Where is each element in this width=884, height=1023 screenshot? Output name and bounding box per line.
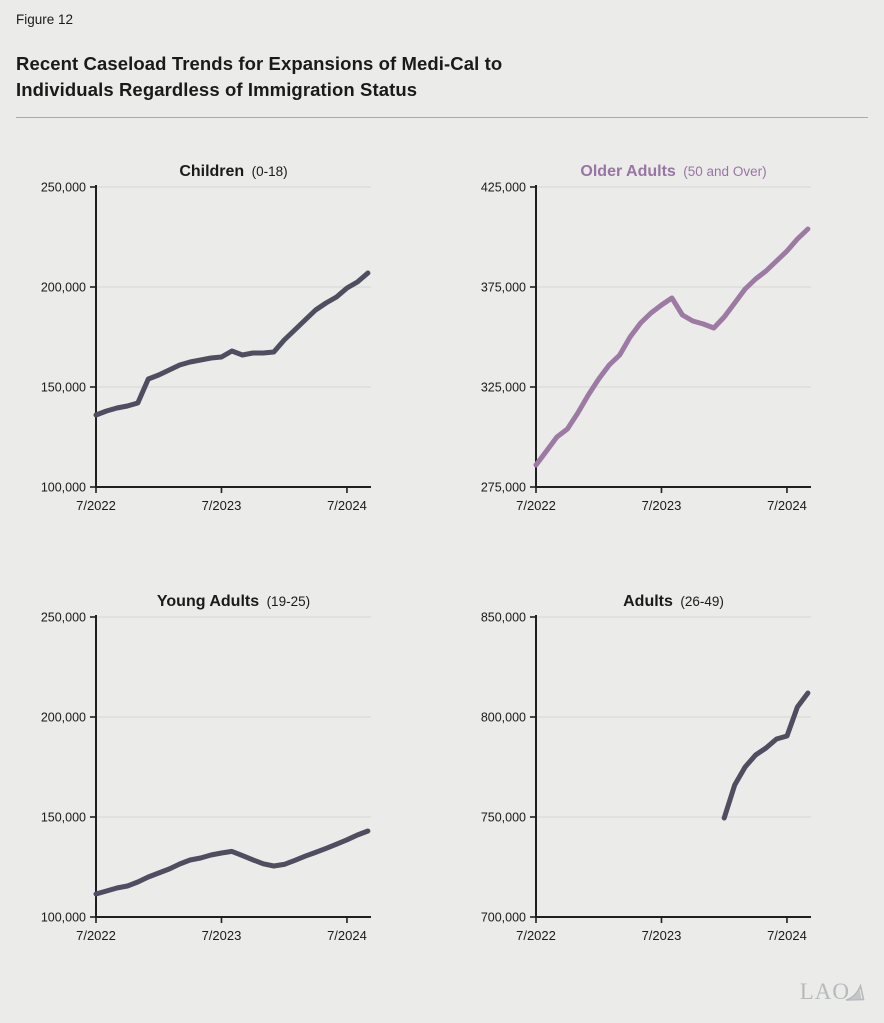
page-title: Recent Caseload Trends for Expansions of… (16, 51, 502, 103)
chart-title-suffix: (19-25) (266, 594, 311, 609)
children-chart-title: Children (0-18) (96, 163, 371, 181)
chart-title: Older Adults (580, 163, 676, 180)
lao-logo: LAO (800, 979, 868, 1005)
older-adults-chart-title: Older Adults (50 and Over) (536, 163, 811, 181)
svg-text:200,000: 200,000 (41, 281, 86, 295)
svg-text:150,000: 150,000 (41, 381, 86, 395)
svg-text:100,000: 100,000 (41, 911, 86, 925)
svg-text:7/2024: 7/2024 (327, 928, 367, 943)
svg-text:7/2024: 7/2024 (767, 498, 807, 513)
svg-text:200,000: 200,000 (41, 711, 86, 725)
svg-text:275,000: 275,000 (481, 481, 526, 495)
adults-chart-title: Adults (26-49) (536, 593, 811, 611)
svg-text:250,000: 250,000 (41, 181, 86, 195)
svg-text:150,000: 150,000 (41, 811, 86, 825)
svg-text:7/2024: 7/2024 (327, 498, 367, 513)
svg-text:7/2022: 7/2022 (76, 498, 116, 513)
page-title-line1: Recent Caseload Trends for Expansions of… (16, 53, 503, 74)
lao-logo-text: LAO (799, 979, 850, 1004)
svg-text:7/2023: 7/2023 (202, 498, 242, 513)
young-adults-chart-title: Young Adults (19-25) (96, 593, 371, 611)
header-divider (16, 117, 868, 118)
children-plot: 100,000 150,000 200,000 250,000 7/2022 7/2023… (41, 181, 371, 513)
svg-text:425,000: 425,000 (481, 181, 526, 195)
older-adults-chart: Older Adults (50 and Over) 275,000 325,00… (460, 150, 880, 530)
svg-text:100,000: 100,000 (41, 481, 86, 495)
svg-text:7/2022: 7/2022 (76, 928, 116, 943)
page-title-line2: Individuals Regardless of Immigration St… (16, 79, 418, 100)
chart-title: Young Adults (156, 593, 260, 610)
svg-text:325,000: 325,000 (481, 381, 526, 395)
young-adults-plot: 100,000 150,000 200,000 250,000 7/2022 7/2023… (41, 611, 371, 943)
svg-text:250,000: 250,000 (41, 611, 86, 625)
svg-text:7/2023: 7/2023 (202, 928, 242, 943)
adults-chart: Adults (26-49) 700,000 750,000 800,000 850,… (460, 580, 880, 960)
svg-text:7/2024: 7/2024 (767, 928, 807, 943)
adults-plot: 700,000 750,000 800,000 850,000 7/2022 7/2023… (481, 611, 811, 943)
svg-text:7/2023: 7/2023 (642, 928, 682, 943)
lao-logo-icon (845, 983, 865, 1001)
svg-text:375,000: 375,000 (481, 281, 526, 295)
svg-text:7/2022: 7/2022 (516, 498, 556, 513)
older-adults-plot: 275,000 325,000 375,000 425,000 7/2022 7/2023… (481, 181, 811, 513)
svg-text:750,000: 750,000 (481, 811, 526, 825)
svg-text:800,000: 800,000 (481, 711, 526, 725)
svg-text:7/2023: 7/2023 (642, 498, 682, 513)
young-adults-chart: Young Adults (19-25) 100,000 150,000 200,0… (20, 580, 440, 960)
chart-title-suffix: (0-18) (251, 164, 288, 179)
chart-title: Adults (623, 593, 673, 610)
svg-text:700,000: 700,000 (481, 911, 526, 925)
chart-title-suffix: (50 and Over) (683, 164, 767, 179)
chart-title: Children (179, 163, 245, 180)
svg-text:7/2022: 7/2022 (516, 928, 556, 943)
figure-label: Figure 12 (16, 12, 74, 27)
children-chart: Children (0-18) 100,000 150,000 200,000 250… (20, 150, 440, 530)
svg-text:850,000: 850,000 (481, 611, 526, 625)
chart-title-suffix: (26-49) (680, 594, 724, 609)
